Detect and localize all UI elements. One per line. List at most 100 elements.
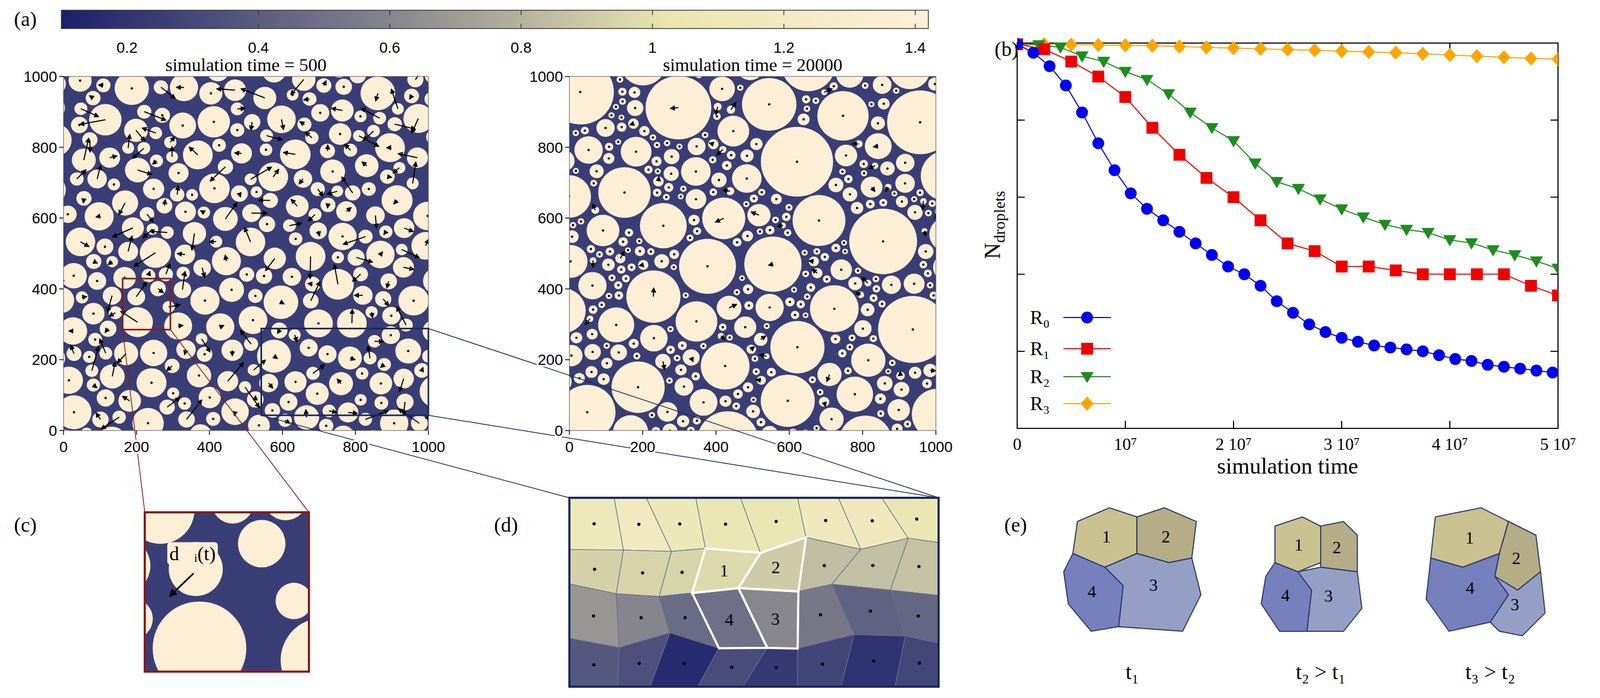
velocity-dot [632,342,635,345]
velocity-dot [412,299,415,302]
droplet [285,195,309,218]
x-tick [1557,420,1559,429]
y-tick [59,430,64,432]
droplet [700,342,707,350]
velocity-dot [729,153,732,157]
droplet [82,302,105,325]
marker [1470,268,1483,281]
droplet [602,258,616,272]
tracked-cell [1261,562,1313,632]
droplet [603,152,615,164]
droplet [392,257,414,278]
droplet [569,76,615,125]
velocity-dot [919,121,922,124]
droplet [569,244,588,278]
droplet [65,227,96,257]
velocity-arrow [327,145,329,152]
velocity-arrow [716,149,723,156]
y-tick [59,217,64,219]
droplet [63,366,83,394]
velocity-dot [649,250,652,253]
y-tick [1550,273,1559,276]
droplet [742,78,797,131]
velocity-arrow [225,202,237,220]
cell-center [730,665,734,669]
droplet [628,338,639,349]
droplet [320,143,336,159]
velocity-arrow [592,204,596,211]
velocity-arrow [869,165,876,169]
cell [742,647,798,687]
marker [1254,214,1267,227]
velocity-dot [208,396,211,399]
velocity-arrow [318,230,320,236]
velocity-arrow [132,147,144,159]
velocity-dot [183,402,186,405]
droplet [919,261,928,269]
marker [1118,66,1132,79]
droplet [911,195,918,202]
droplet [787,428,799,431]
velocity-arrow [924,230,926,236]
droplet [569,230,579,243]
velocity-dot [806,295,809,298]
droplet [589,164,604,179]
velocity-dot [805,97,808,101]
velocity-arrow [80,241,89,247]
droplet [308,208,322,222]
velocity-dot [913,210,916,214]
droplet [676,143,683,150]
legend-label: R₃ [1030,392,1050,415]
velocity-dot [595,170,598,173]
droplet [908,366,922,379]
droplet [96,78,111,93]
velocity-dot [620,116,623,119]
droplet [886,90,936,155]
marker [1552,289,1559,302]
droplet [167,387,180,400]
droplet [911,388,936,431]
velocity-dot [317,322,320,325]
droplet [619,76,666,86]
colorbar-tick [257,10,259,16]
droplet [879,198,888,207]
droplet [284,371,307,393]
marker [1248,158,1262,171]
marker [1017,38,1024,51]
droplet [403,103,429,133]
droplet [363,351,377,365]
droplet [830,334,841,344]
cell-center [774,519,778,524]
droplet [701,131,709,139]
marker [1270,295,1283,308]
velocity-arrow [201,339,211,352]
droplet [875,393,887,405]
velocity-arrow [167,397,180,408]
velocity-arrow [273,169,279,178]
droplet [817,90,869,141]
droplet [713,112,721,121]
velocity-arrow [620,251,625,259]
velocity-arrow [268,383,273,389]
velocity-arrow [241,88,265,98]
velocity-arrow [756,379,762,382]
velocity-dot [842,241,845,244]
droplet [68,76,92,92]
droplet [393,161,406,174]
velocity-arrow [393,167,400,174]
velocity-dot [623,191,626,194]
droplet [615,138,622,145]
velocity-arrow [361,108,380,118]
colorbar-tick [389,10,391,16]
droplet [929,291,936,300]
droplet [337,402,359,423]
cell-center [637,661,641,666]
droplet [733,289,740,296]
displacement-arrow [170,573,194,596]
velocity-arrow [291,79,305,95]
droplet [262,76,286,83]
droplet [275,582,309,620]
droplet [605,247,615,256]
velocity-arrow [852,143,859,145]
series-line [1017,44,1553,373]
